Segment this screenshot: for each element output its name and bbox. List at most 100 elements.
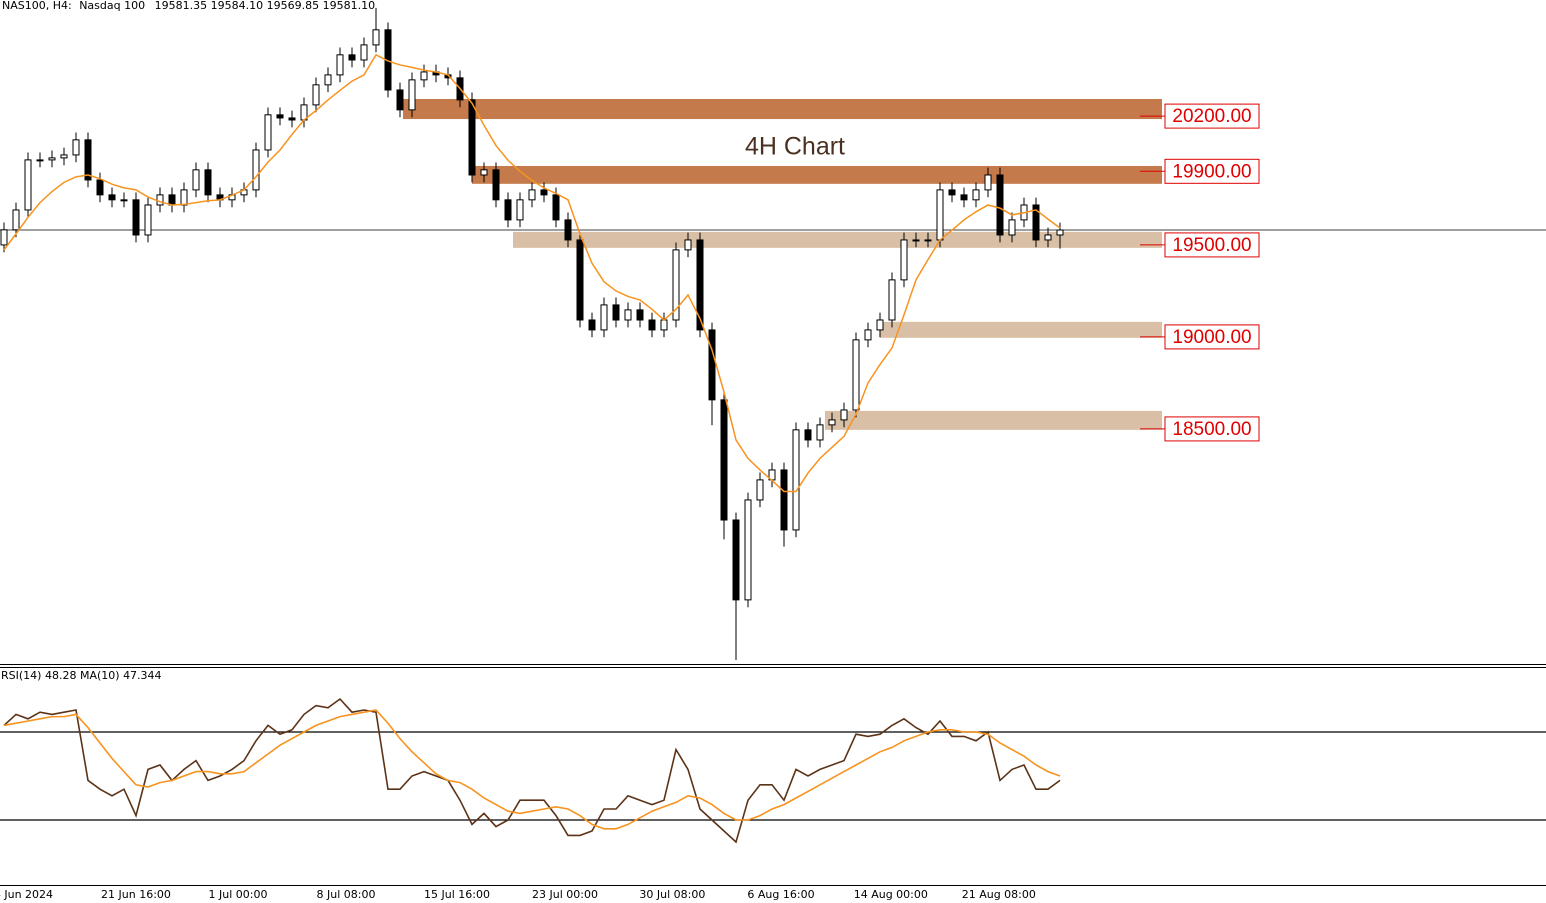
candle-body [408, 79, 416, 111]
level-label: 19900.00 [1172, 161, 1251, 182]
candle-body [192, 169, 200, 191]
candle-body [876, 319, 884, 331]
open-price: 19581.35 [155, 0, 208, 12]
x-tick-label: 21 Jun 16:00 [101, 888, 171, 901]
candle-body [1008, 219, 1016, 236]
level-label: 19000.00 [1172, 327, 1251, 348]
zone [472, 165, 1162, 184]
candle-body [588, 319, 596, 331]
x-tick-label: 14 Aug 00:00 [854, 888, 928, 901]
candle-body [288, 117, 296, 121]
x-tick-label: 30 Jul 08:00 [639, 888, 705, 901]
level-box [1164, 324, 1260, 350]
candle-body [264, 114, 272, 151]
x-tick-label: 15 Jul 16:00 [424, 888, 490, 901]
candle-body [528, 189, 536, 201]
candle-body [936, 189, 944, 241]
candle-body [708, 329, 716, 401]
x-tick-label: 21 Aug 08:00 [962, 888, 1036, 901]
candle-body [552, 194, 560, 221]
chart-header: NAS100, H4: Nasdaq 100 19581.35 19584.10… [2, 0, 375, 12]
candle-body [120, 199, 128, 202]
candle-body [792, 429, 800, 531]
candle-body [780, 469, 788, 531]
candle-body [576, 239, 584, 321]
candle-body [156, 194, 164, 206]
x-tick-label: 6 Aug 16:00 [747, 888, 814, 901]
level-label: 18500.00 [1172, 419, 1251, 440]
candle-body [672, 249, 680, 321]
level-label: 20200.00 [1172, 106, 1251, 127]
candle-body [468, 99, 476, 176]
candle-body [348, 54, 356, 61]
candle-body [492, 169, 500, 201]
candle-body [480, 169, 488, 176]
candle-body [12, 209, 20, 231]
low-price: 19569.85 [267, 0, 320, 12]
candle-body [252, 149, 260, 191]
zone [825, 410, 1162, 430]
rsi-value: 48.28 [45, 669, 77, 682]
rsi-name: RSI(14) [1, 669, 41, 682]
candle-body [540, 189, 548, 196]
candle-body [636, 309, 644, 321]
candle-body [96, 179, 104, 196]
candle-body [276, 114, 284, 119]
zone [880, 321, 1162, 338]
x-tick-label: 23 Jul 00:00 [532, 888, 598, 901]
level-label: 19500.00 [1172, 235, 1251, 256]
candle-body [516, 199, 524, 221]
candle-body [900, 239, 908, 281]
candle-body [648, 319, 656, 331]
rsi-header: RSI(14) 48.28 MA(10) 47.344 [1, 669, 162, 682]
level-box [1164, 232, 1260, 258]
candle-body [108, 194, 116, 201]
candle-body [840, 409, 848, 421]
rsi-line [3, 697, 1061, 844]
x-tick-label: 1 Jul 00:00 [209, 888, 268, 901]
candle-body [924, 239, 932, 242]
candle-body [168, 194, 176, 206]
candle-body [732, 519, 740, 601]
candle-body [60, 154, 68, 159]
instrument-name: Nasdaq 100 [79, 0, 145, 12]
candle-body [312, 84, 320, 106]
candle-body [960, 194, 968, 201]
x-tick-label: 14 Jun 2024 [0, 888, 53, 901]
candle-body [1032, 204, 1040, 241]
candle-body [888, 279, 896, 321]
candle-body [324, 74, 332, 86]
candle-body [360, 44, 368, 61]
candle-body [624, 309, 632, 321]
candle-body [84, 139, 92, 181]
candle-body [36, 159, 44, 162]
candle-body [180, 189, 188, 206]
candle-body [132, 199, 140, 236]
level-box [1164, 416, 1260, 442]
candle-body [912, 239, 920, 242]
candle-body [72, 139, 80, 156]
candle-body [600, 304, 608, 331]
zone [403, 98, 1162, 120]
candle-body [372, 29, 380, 46]
level-box [1164, 103, 1260, 129]
candle-body [48, 157, 56, 161]
candle-body [396, 89, 404, 111]
candle-body [564, 219, 572, 241]
candle-body [144, 204, 152, 236]
candle-body [420, 71, 428, 81]
close-price: 19581.10 [323, 0, 376, 12]
symbol: NAS100, H4: [2, 0, 72, 12]
candle-body [24, 159, 32, 211]
candle-body [744, 499, 752, 601]
candle-body [852, 339, 860, 411]
candle-body [972, 189, 980, 201]
candle-body [612, 304, 620, 321]
candle-body [948, 189, 956, 196]
candle-body [996, 174, 1004, 236]
candle-body [864, 329, 872, 341]
candle-body [816, 424, 824, 441]
rsi-line [3, 709, 1061, 830]
candle-body [696, 239, 704, 331]
